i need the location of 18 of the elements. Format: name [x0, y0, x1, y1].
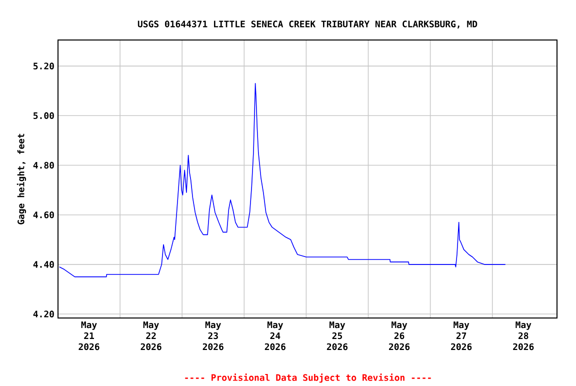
- y-axis-title: Gage height, feet: [16, 134, 26, 224]
- x-tick-label: May 21 2026: [78, 322, 100, 350]
- y-tick-label: 4.80: [33, 162, 54, 169]
- y-tick-label: 4.20: [33, 310, 54, 318]
- chart-title: USGS 01644371 LITTLE SENECA CREEK TRIBUTARY NEAR CLARKSBURG, MD: [138, 20, 478, 28]
- y-tick-label: 4.60: [33, 211, 54, 218]
- y-tick-label: 4.40: [33, 261, 54, 268]
- x-tick-label: May 27 2026: [451, 322, 472, 350]
- x-tick-label: May 28 2026: [513, 322, 534, 350]
- x-tick-label: May 26 2026: [388, 322, 410, 350]
- text: ---- Provisional Data Subject to Revision ----: [185, 374, 431, 383]
- x-tick-label: May 23 2026: [202, 322, 224, 350]
- x-tick-label: May 24 2026: [264, 322, 286, 350]
- x-tick-label: May 22 2026: [140, 322, 162, 350]
- y-tick-label: 5.20: [34, 62, 54, 70]
- x-tick-label: May 25 2026: [326, 322, 348, 350]
- line-series: [58, 83, 506, 278]
- y-tick-label: 5.00: [34, 112, 54, 120]
